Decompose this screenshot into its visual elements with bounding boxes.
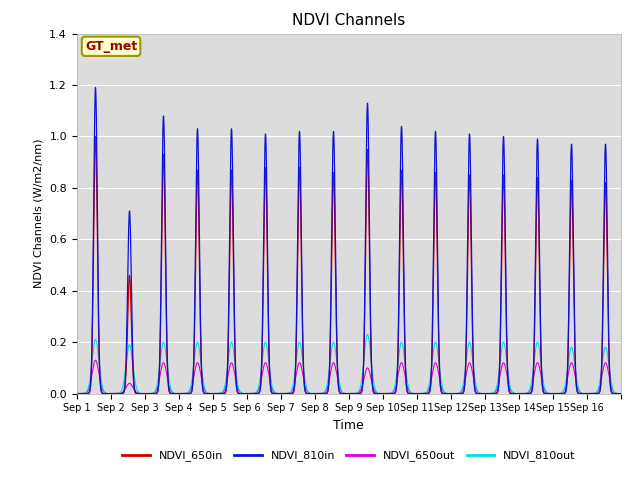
NDVI_810in	[184, 391, 192, 396]
Line: NDVI_650out: NDVI_650out	[77, 360, 621, 394]
NDVI_810in	[92, 85, 99, 91]
Text: GT_met: GT_met	[85, 40, 137, 53]
Legend: NDVI_650in, NDVI_810in, NDVI_650out, NDVI_810out: NDVI_650in, NDVI_810in, NDVI_650out, NDV…	[118, 446, 580, 466]
Line: NDVI_810in: NDVI_810in	[77, 88, 621, 394]
X-axis label: Time: Time	[333, 419, 364, 432]
NDVI_650out	[92, 357, 99, 363]
NDVI_810in	[611, 391, 619, 396]
Y-axis label: NDVI Channels (W/m2/nm): NDVI Channels (W/m2/nm)	[34, 139, 44, 288]
NDVI_650out	[617, 391, 625, 396]
NDVI_810out	[501, 345, 509, 351]
NDVI_650out	[611, 390, 619, 396]
NDVI_650in	[184, 391, 192, 396]
NDVI_810in	[617, 391, 625, 396]
Title: NDVI Channels: NDVI Channels	[292, 13, 405, 28]
NDVI_650in	[419, 391, 426, 396]
NDVI_810out	[184, 389, 192, 395]
Line: NDVI_810out: NDVI_810out	[77, 335, 621, 394]
NDVI_650in	[611, 391, 619, 396]
NDVI_810out	[73, 391, 81, 396]
NDVI_810out	[419, 391, 426, 396]
NDVI_650out	[501, 363, 509, 369]
NDVI_810in	[534, 140, 541, 145]
NDVI_810out	[364, 332, 371, 337]
NDVI_810out	[467, 341, 474, 347]
NDVI_810in	[501, 217, 509, 223]
NDVI_650out	[73, 391, 81, 396]
NDVI_810out	[611, 390, 619, 396]
NDVI_650in	[73, 391, 81, 396]
NDVI_650out	[534, 360, 541, 366]
NDVI_810out	[617, 391, 625, 396]
NDVI_650out	[467, 361, 474, 367]
NDVI_650in	[467, 200, 474, 205]
NDVI_650in	[92, 133, 99, 139]
NDVI_650in	[534, 178, 541, 183]
NDVI_810in	[419, 391, 426, 396]
NDVI_810out	[534, 339, 541, 345]
NDVI_810in	[73, 391, 81, 396]
NDVI_650in	[617, 391, 625, 396]
NDVI_650in	[501, 243, 509, 249]
NDVI_650out	[184, 390, 192, 396]
Line: NDVI_650in: NDVI_650in	[77, 136, 621, 394]
NDVI_810in	[467, 164, 474, 169]
NDVI_650out	[419, 391, 426, 396]
